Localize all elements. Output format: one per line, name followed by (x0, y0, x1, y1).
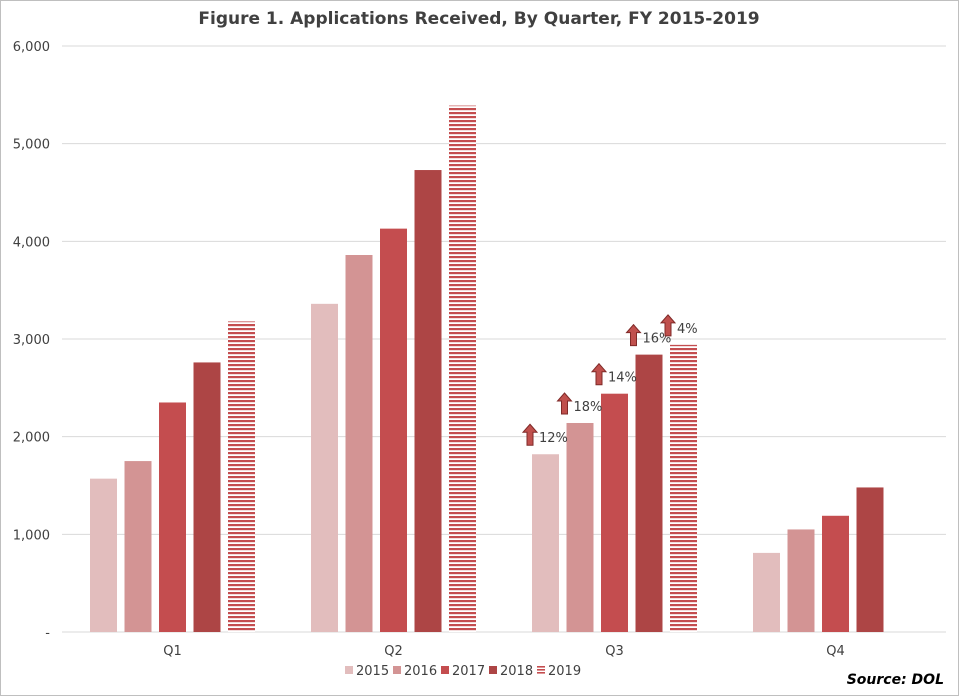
up-arrow-icon (556, 392, 573, 415)
y-tick-label: 4,000 (13, 235, 50, 250)
legend-item-2015: 2015 (345, 664, 389, 679)
bar-q3-2019 (670, 344, 697, 632)
percent-change-label: 16% (643, 332, 672, 347)
source-note: Source: DOL (847, 672, 944, 688)
legend-label: 2019 (548, 664, 581, 679)
y-tick-label: 1,000 (13, 528, 50, 543)
legend-label: 2016 (404, 664, 437, 679)
y-tick-label: 6,000 (13, 40, 50, 55)
legend-swatch (441, 666, 449, 674)
bar-q4-2015 (753, 552, 780, 632)
percent-change-label: 12% (539, 431, 568, 446)
bar-q4-2017 (822, 515, 849, 632)
bar-q3-2017 (601, 393, 628, 632)
x-axis: Q1 Q2 Q3 Q4 (163, 644, 845, 659)
bar-q2-2015 (311, 303, 338, 632)
up-arrow-icon (659, 314, 677, 337)
x-tick-label: Q1 (163, 644, 182, 659)
legend-item-2019: 2019 (537, 664, 581, 679)
bar-q1-2015 (90, 478, 117, 632)
bar-q4-2016 (787, 529, 815, 632)
bar-q2-2019 (449, 105, 476, 633)
bar-q1-2016 (124, 461, 152, 632)
x-tick-label: Q2 (384, 644, 403, 659)
bar-q2-2017 (380, 228, 407, 633)
bar-q3-2016 (566, 422, 594, 632)
legend: 2015 2016 2017 2018 2019 (345, 664, 581, 679)
bar-q1-2019 (228, 321, 255, 632)
percent-change-label: 18% (574, 400, 603, 415)
up-arrow-icon (590, 362, 608, 386)
legend-swatch (489, 666, 497, 674)
y-tick-label: - (45, 626, 50, 641)
bar-q2-2016 (345, 255, 373, 633)
up-arrow-icon (521, 423, 539, 446)
y-tick-label: 3,000 (13, 333, 50, 348)
legend-swatch (345, 666, 353, 674)
bar-q1-2018 (193, 362, 221, 632)
bar-q1-2017 (159, 402, 186, 632)
legend-label: 2018 (500, 664, 533, 679)
legend-swatch (393, 666, 401, 674)
x-tick-label: Q3 (605, 644, 624, 659)
legend-item-2016: 2016 (393, 664, 437, 679)
percent-change-label: 4% (677, 322, 698, 337)
legend-label: 2017 (452, 664, 485, 679)
bar-q2-2018 (414, 170, 442, 632)
legend-item-2018: 2018 (489, 664, 533, 679)
bar-q3-2018 (635, 354, 663, 632)
percent-change-label: 14% (608, 371, 637, 386)
y-tick-label: 2,000 (13, 431, 50, 446)
legend-swatch (537, 666, 545, 674)
bar-q4-2018 (856, 487, 884, 632)
up-arrow-icon (625, 323, 642, 347)
annotations: 12% 18% 14% 16% 4% (521, 314, 698, 446)
legend-item-2017: 2017 (441, 664, 485, 679)
chart-title: Figure 1. Applications Received, By Quar… (198, 9, 759, 29)
y-tick-label: 5,000 (13, 138, 50, 153)
y-axis: - 1,000 2,000 3,000 4,000 5,000 6,000 (13, 40, 51, 641)
legend-label: 2015 (356, 664, 389, 679)
bars (90, 105, 884, 633)
bar-q3-2015 (532, 454, 559, 632)
x-tick-label: Q4 (826, 644, 845, 659)
